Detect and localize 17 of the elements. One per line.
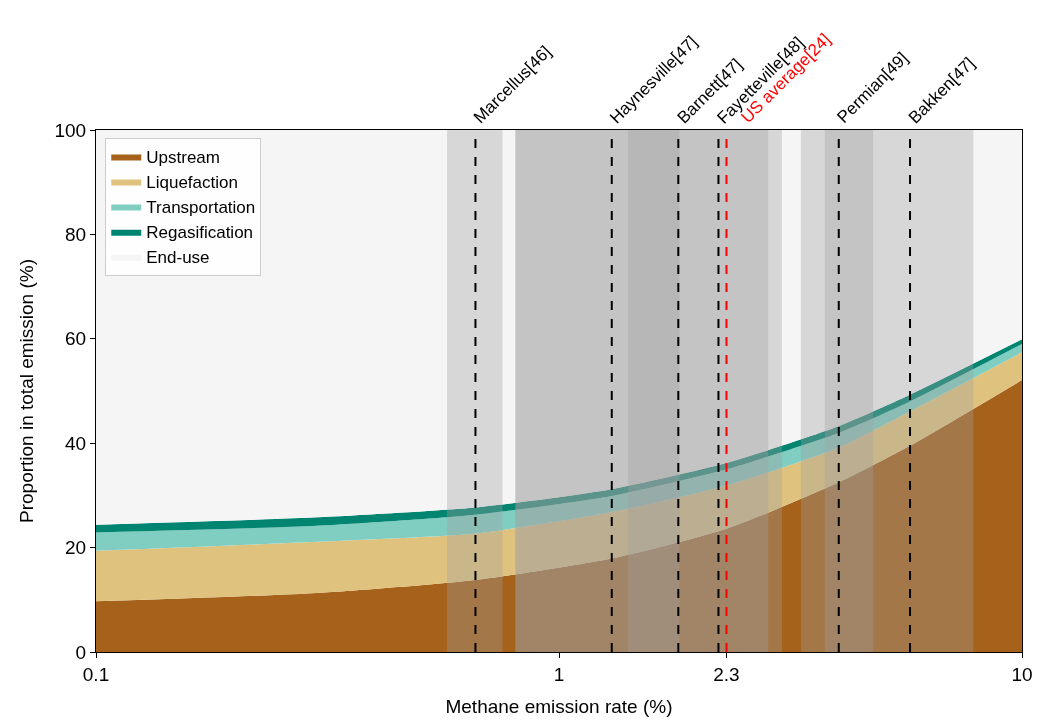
y-tick-label: 40: [65, 432, 87, 454]
y-axis-title: Proportion in total emission (%): [16, 259, 38, 523]
y-tick-label: 60: [65, 328, 87, 350]
y-tick-label: 0: [75, 641, 87, 663]
legend-label: Transportation: [146, 198, 256, 218]
x-tick-label: 0.1: [82, 663, 110, 685]
legend-label: Liquefaction: [146, 173, 238, 193]
y-tick-label: 80: [65, 224, 87, 246]
legend-label: Upstream: [146, 148, 220, 168]
x-tick-label: 10: [1011, 663, 1033, 685]
legend-label: End-use: [146, 248, 210, 268]
x-tick-label: 2.3: [713, 663, 740, 685]
x-axis-title: Methane emission rate (%): [445, 695, 673, 717]
legend-label: Regasification: [146, 223, 254, 243]
x-tick-label: 1: [553, 663, 565, 685]
y-tick-label: 20: [65, 537, 87, 559]
y-tick-label: 100: [54, 119, 87, 141]
